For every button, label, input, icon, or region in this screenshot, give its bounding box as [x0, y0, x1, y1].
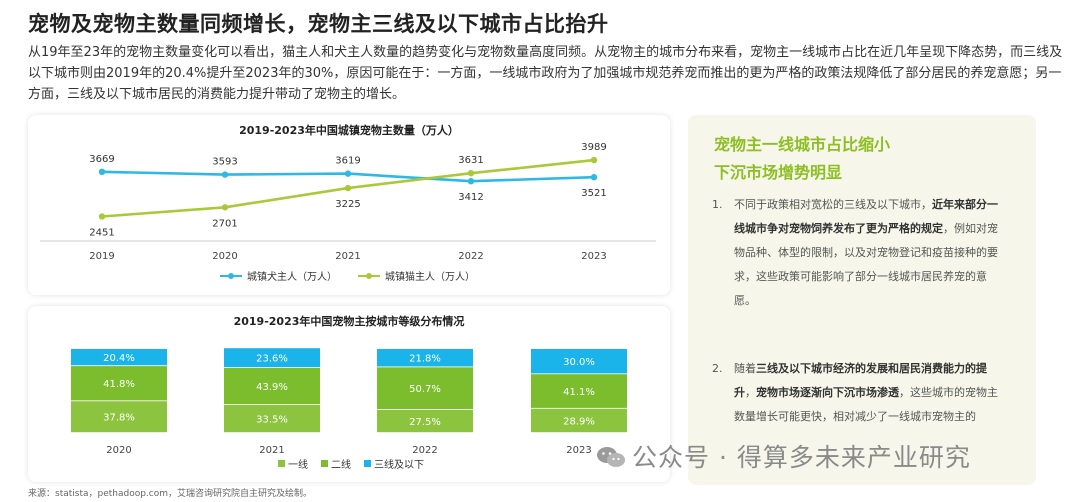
bar-segment-tier1	[531, 408, 627, 433]
legend-label: 城镇犬主人（万人）	[247, 270, 337, 283]
bar-segment-tier2	[224, 368, 320, 405]
data-point	[467, 169, 475, 177]
bar-value-label: 50.7%	[409, 384, 441, 395]
point-number: 1.	[712, 198, 723, 211]
insight-heading-1: 宠物主一线城市占比缩小	[714, 135, 891, 154]
bar-segment-tier3	[71, 349, 167, 366]
data-point	[344, 170, 352, 177]
bar-segment-tier1	[71, 401, 167, 433]
data-point	[467, 178, 475, 185]
data-label: 3593	[212, 157, 237, 168]
point-text: ，	[745, 386, 756, 399]
bar-value-label: 30.0%	[563, 357, 595, 368]
x-tick-label: 2021	[259, 445, 284, 456]
data-label: 3412	[458, 192, 483, 203]
bar-value-label: 43.9%	[256, 382, 288, 393]
intro-paragraph: 从19年至23年的宠物主数量变化可以看出，猫主人和犬主人数量的趋势变化与宠物数量…	[28, 45, 1063, 102]
line-chart-card: 2019-2023年中国城镇宠物主数量（万人） 2019 2020 2021 2022 2…	[28, 115, 670, 295]
bar-value-label: 20.4%	[103, 353, 135, 364]
x-tick-label: 2022	[412, 445, 437, 456]
bar-chart-card: 2019-2023年中国宠物主按城市等级分布情况 37.8% 41.8% 20.4% 2…	[28, 306, 670, 482]
legend-label: 一线	[288, 458, 308, 471]
legend-swatch	[321, 460, 328, 467]
insight-heading-2: 下沉市场增势明显	[714, 163, 843, 182]
bar-segment-tier2	[377, 367, 473, 410]
point-text: 不同于政策相对宽松的三线及以下城市，	[734, 198, 932, 211]
data-label: 3521	[581, 188, 606, 199]
point-text: ，例如对宠物品种、体型的限制，以及对宠物登记和疫苗接种的要求，这些政策可能影响了…	[734, 222, 998, 307]
data-label: 3619	[335, 156, 360, 167]
legend-marker	[366, 273, 372, 279]
data-label: 3225	[335, 199, 360, 210]
data-point	[221, 171, 229, 178]
data-label: 3631	[458, 155, 483, 166]
bar-value-label: 41.1%	[563, 387, 595, 398]
source-note: 来源：statista，pethadoop.com，艾瑞咨询研究院自主研究及绘制…	[28, 489, 313, 499]
data-label: 2701	[212, 218, 237, 229]
bar-segment-tier2	[71, 366, 167, 401]
chart-title: 2019-2023年中国城镇宠物主数量（万人）	[239, 123, 459, 137]
page-title: 宠物及宠物主数量同频增长，宠物主三线及以下城市占比抬升	[28, 12, 609, 36]
insight-panel: 宠物主一线城市占比缩小 下沉市场增势明显 1. 不同于政策相对宽松的三线及以下城…	[688, 115, 1036, 485]
data-point	[344, 184, 352, 192]
watermark-text: 公众号 · 得算多未来产业研究	[632, 443, 971, 472]
point-bold-text: 宠物市场逐渐向下沉市场渗透	[756, 386, 899, 399]
x-tick-label: 2021	[335, 251, 360, 262]
legend-marker	[228, 273, 234, 279]
point-text: 随着	[734, 362, 756, 375]
legend-label: 三线及以下	[374, 458, 424, 471]
bar-value-label: 41.8%	[103, 379, 135, 390]
data-point	[98, 213, 106, 220]
x-tick-label: 2020	[106, 445, 131, 456]
chart-title: 2019-2023年中国宠物主按城市等级分布情况	[234, 314, 465, 328]
data-point	[98, 168, 106, 176]
data-point	[590, 174, 598, 181]
bar-value-label: 21.8%	[409, 354, 441, 365]
line-chart: 2019-2023年中国城镇宠物主数量（万人） 2019 2020 2021 2022 2…	[40, 123, 656, 283]
data-label: 3989	[581, 142, 606, 153]
x-tick-label: 2023	[581, 251, 606, 262]
data-point	[590, 156, 598, 164]
point-bold-text: 近年来部分一线城市争对宠物饲养发布了更为严格的规定	[734, 198, 998, 235]
point-text: ，这些城市的宠物主数量增长可能更快，相对减少了一线城市宠物主的	[734, 386, 998, 423]
insight-point-1: 1. 不同于政策相对宽松的三线及以下城市，近年来部分一线城市争对宠物饲养发布了更…	[712, 193, 1004, 313]
data-point	[221, 204, 229, 211]
point-number: 2.	[712, 362, 723, 375]
insight-point-2: 2. 随着三线及以下城市经济的发展和居民消费能力的提升，宠物市场逐渐向下沉市场渗…	[712, 357, 1004, 429]
data-label: 2451	[89, 227, 114, 238]
x-tick-label: 2019	[89, 251, 114, 262]
legend-label: 二线	[331, 458, 351, 471]
bar-segment-tier1	[377, 409, 473, 433]
bar-segment-tier1	[224, 404, 320, 433]
bar-value-label: 28.9%	[563, 416, 595, 427]
bar-value-label: 27.5%	[409, 417, 441, 428]
legend-swatch	[278, 460, 285, 467]
bar-segment-tier3	[377, 349, 473, 367]
x-tick-label: 2022	[458, 251, 483, 262]
watermark: 公众号 · 得算多未来产业研究	[596, 438, 971, 474]
stacked-bar-chart: 2019-2023年中国宠物主按城市等级分布情况 37.8% 41.8% 20.4% 2…	[71, 314, 627, 471]
legend-swatch	[364, 460, 371, 467]
wechat-icon	[597, 447, 625, 467]
bar-value-label: 33.5%	[256, 414, 288, 425]
x-tick-label: 2023	[566, 445, 591, 456]
bar-value-label: 23.6%	[256, 354, 288, 365]
bar-value-label: 37.8%	[103, 413, 135, 424]
bar-segment-tier2	[531, 374, 627, 408]
point-bold-text: 三线及以下城市经济的发展和居民消费能力的提升	[734, 362, 987, 399]
x-tick-label: 2020	[212, 251, 237, 262]
bar-segment-tier3	[224, 348, 320, 368]
data-label: 3669	[89, 154, 114, 165]
bar-segment-tier3	[531, 349, 627, 374]
legend-label: 城镇猫主人（万人）	[385, 270, 475, 283]
